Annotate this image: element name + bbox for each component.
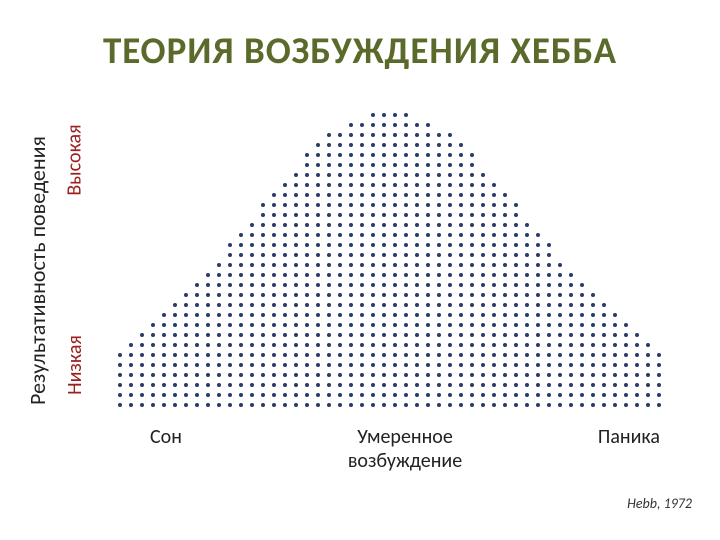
y-axis-main: Результативность поведения [22,100,52,440]
page-title: ТЕОРИЯ ВОЗБУЖДЕНИЯ ХЕББА [0,28,720,73]
bell-dot-chart [100,95,680,415]
x-axis-labels: Сон Умеренное возбуждение Паника [100,425,680,473]
x-label-center: Умеренное возбуждение [310,425,500,473]
citation: Hebb, 1972 [627,495,692,512]
y-axis-main-label: Результативность поведения [24,136,51,405]
y-axis-high: Высокая [60,90,90,230]
x-label-left: Сон [100,425,310,473]
y-axis-low-label: Низкая [63,335,87,395]
x-label-right: Паника [500,425,680,473]
y-axis-high-label: Высокая [63,124,87,195]
y-axis-low: Низкая [60,310,90,420]
